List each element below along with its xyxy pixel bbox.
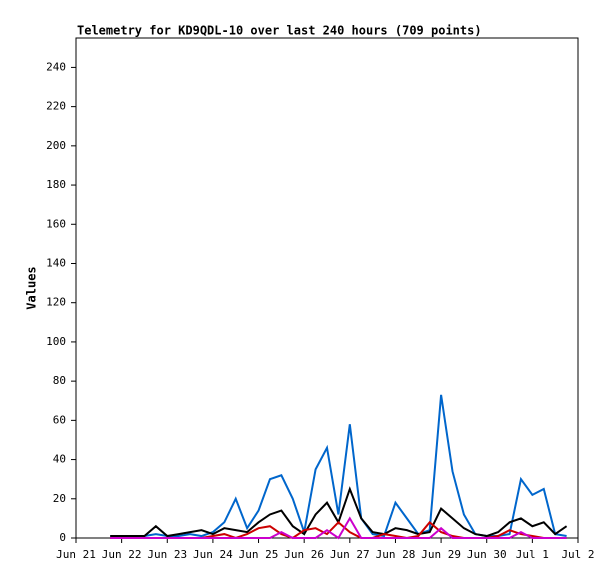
y-tick-label: 240 bbox=[46, 60, 66, 73]
x-tick-label: Jun 27 bbox=[330, 548, 370, 561]
y-tick-label: 80 bbox=[53, 374, 66, 387]
plot-frame bbox=[75, 37, 579, 539]
y-tick-label: 140 bbox=[46, 256, 66, 269]
y-tick-label: 180 bbox=[46, 178, 66, 191]
x-tick-label: Jun 25 bbox=[239, 548, 279, 561]
series-line bbox=[110, 394, 567, 538]
y-tick-label: 120 bbox=[46, 296, 66, 309]
chart-title: Telemetry for KD9QDL-10 over last 240 ho… bbox=[77, 24, 482, 38]
x-tick-label: Jun 24 bbox=[193, 548, 233, 561]
x-tick-label: Jun 22 bbox=[102, 548, 142, 561]
x-tick-label: Jul 2 bbox=[561, 548, 594, 561]
y-tick-label: 60 bbox=[53, 413, 66, 426]
y-axis-label: Values bbox=[25, 266, 39, 309]
x-tick-label: Jun 21 bbox=[56, 548, 96, 561]
series-line bbox=[110, 516, 567, 540]
y-tick-label: 200 bbox=[46, 139, 66, 152]
y-tick-label: 0 bbox=[59, 531, 66, 544]
y-tick-label: 220 bbox=[46, 100, 66, 113]
y-tick-label: 160 bbox=[46, 217, 66, 230]
x-tick-label: Jun 29 bbox=[421, 548, 461, 561]
x-tick-label: Jul 1 bbox=[516, 548, 549, 561]
x-tick-label: Jun 23 bbox=[147, 548, 187, 561]
y-tick-label: 20 bbox=[53, 492, 66, 505]
y-tick-label: 100 bbox=[46, 335, 66, 348]
y-tick-label: 40 bbox=[53, 453, 66, 466]
x-tick-label: Jun 30 bbox=[467, 548, 507, 561]
x-tick-label: Jun 28 bbox=[376, 548, 416, 561]
x-tick-label: Jun 26 bbox=[284, 548, 324, 561]
